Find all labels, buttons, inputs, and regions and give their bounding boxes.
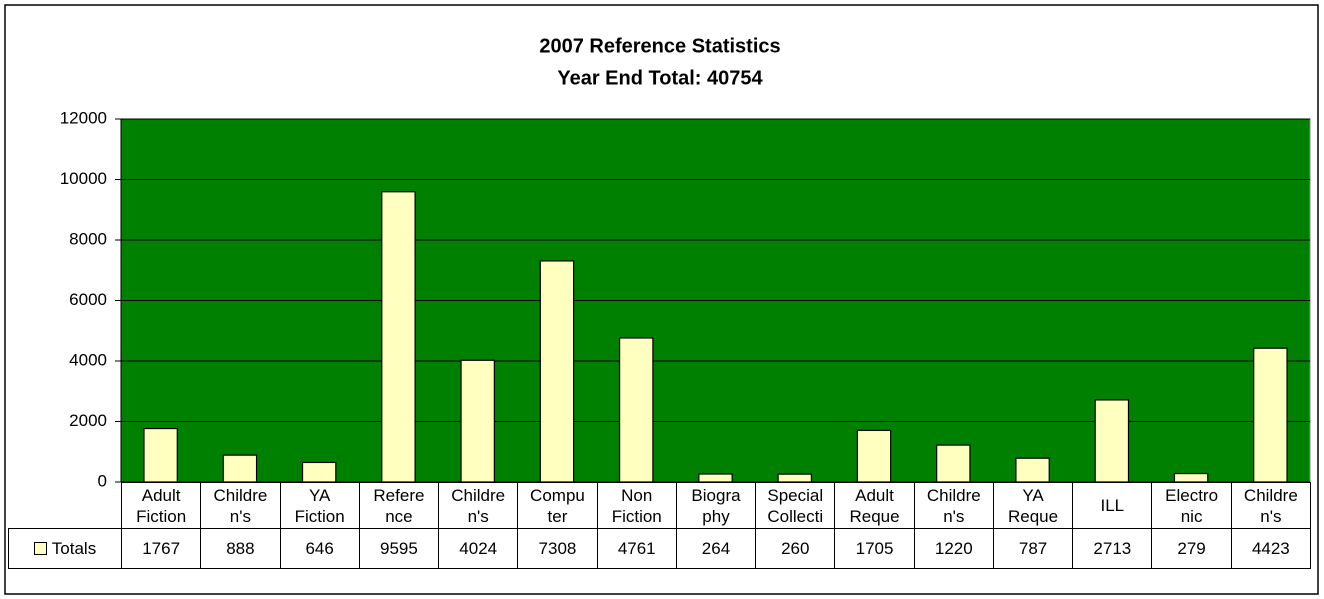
table-value: 1767 bbox=[121, 528, 202, 569]
x-tick-label: YA Fiction bbox=[279, 482, 360, 529]
y-tick-label: 10000 bbox=[60, 169, 107, 188]
table-value: 1705 bbox=[834, 528, 915, 569]
x-tick-label: Non Fiction bbox=[596, 482, 677, 529]
table-value: 4024 bbox=[438, 528, 519, 569]
y-tick-label: 8000 bbox=[69, 229, 107, 248]
y-tick-label: 12000 bbox=[60, 108, 107, 127]
table-value: 1220 bbox=[913, 528, 994, 569]
bar bbox=[698, 473, 733, 483]
table-value: 279 bbox=[1151, 528, 1232, 569]
bar bbox=[1015, 457, 1050, 483]
table-value: 264 bbox=[675, 528, 757, 569]
x-tick-label: ILL bbox=[1072, 482, 1153, 529]
x-tick-label: Adult Reque bbox=[834, 482, 915, 529]
bar bbox=[460, 359, 495, 483]
legend-entry: Totals bbox=[8, 528, 122, 569]
x-tick-label: YA Reque bbox=[992, 482, 1074, 529]
table-value: 787 bbox=[992, 528, 1074, 569]
y-tick-label: 6000 bbox=[69, 290, 107, 309]
bar bbox=[1094, 399, 1130, 483]
table-value: 646 bbox=[279, 528, 360, 569]
bar bbox=[936, 444, 971, 483]
legend-swatch bbox=[33, 542, 47, 555]
bar bbox=[222, 454, 258, 483]
y-tick-label: 0 bbox=[98, 471, 107, 490]
x-tick-label: Electro nic bbox=[1151, 482, 1232, 529]
table-value: 7308 bbox=[517, 528, 598, 569]
x-tick-label: Special Collecti bbox=[755, 482, 836, 529]
legend-label: Totals bbox=[51, 539, 97, 558]
bar bbox=[856, 429, 892, 483]
x-tick-label: Childre n's bbox=[913, 482, 994, 529]
x-tick-label: Childre n's bbox=[200, 482, 281, 529]
y-tick-label: 4000 bbox=[69, 350, 107, 369]
x-tick-label: Compu ter bbox=[517, 482, 598, 529]
y-tick-label: 2000 bbox=[69, 411, 107, 430]
bar bbox=[301, 461, 337, 483]
chart-title: 2007 Reference Statistics bbox=[539, 35, 780, 57]
table-value: 9595 bbox=[358, 528, 440, 569]
x-tick-label: Biogra phy bbox=[675, 482, 757, 529]
x-tick-label: Refere nce bbox=[358, 482, 440, 529]
table-value: 2713 bbox=[1072, 528, 1153, 569]
bar bbox=[539, 260, 575, 483]
bar bbox=[1253, 347, 1288, 483]
table-value: 260 bbox=[755, 528, 836, 569]
x-tick-label: Childre n's bbox=[438, 482, 519, 529]
bar bbox=[143, 427, 178, 483]
bar bbox=[777, 473, 813, 483]
bar bbox=[618, 337, 654, 483]
table-value: 4423 bbox=[1230, 528, 1311, 569]
x-tick-label: Childre n's bbox=[1230, 482, 1311, 529]
x-tick-label: Adult Fiction bbox=[121, 482, 202, 529]
chart-subtitle: Year End Total: 40754 bbox=[557, 67, 763, 89]
bar bbox=[1173, 472, 1209, 483]
table-value: 4761 bbox=[596, 528, 677, 569]
bar bbox=[381, 191, 416, 483]
table-value: 888 bbox=[200, 528, 281, 569]
